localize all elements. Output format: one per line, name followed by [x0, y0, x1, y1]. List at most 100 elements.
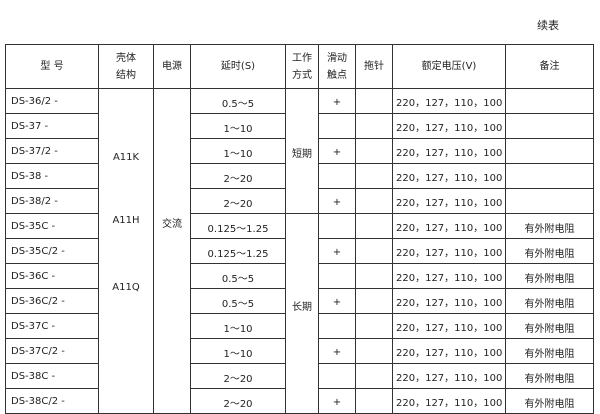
model-cell: DS-37 - — [5, 113, 99, 139]
remark-cell — [505, 188, 594, 214]
needle-cell — [355, 213, 393, 239]
mode-cell: 短期 — [285, 88, 319, 214]
remark-cell: 有外附电阻 — [505, 363, 594, 389]
needle-cell — [355, 338, 393, 364]
delay-cell: 2～20 — [190, 388, 286, 414]
voltage-cell: 220，127，110，100 — [392, 138, 506, 164]
model-cell: DS-36/2 - — [5, 88, 99, 114]
table-row: DS-35C - 0.125～1.25 长期 220，127，110，100 有外附… — [5, 213, 594, 414]
delay-cell: 2～20 — [190, 163, 286, 189]
voltage-cell: 220，127，110，100 — [392, 263, 506, 289]
slide-contact-cell — [318, 113, 356, 139]
table-row: DS-38 - 2～20 220，127，110，100 — [5, 163, 594, 189]
slide-contact-cell: + — [318, 388, 356, 414]
header-voltage: 额定电压(V) — [392, 44, 506, 89]
delay-cell: 1～10 — [190, 338, 286, 364]
table-row: DS-37C/2 - 1～10 + 220，127，110，100 有外附电阻 — [5, 338, 594, 364]
model-cell: DS-38 - — [5, 163, 99, 189]
voltage-cell: 220，127，110，100 — [392, 113, 506, 139]
housing-label: A11Q — [112, 282, 140, 293]
remark-cell — [505, 88, 594, 114]
housing-label: A11K — [112, 152, 140, 163]
needle-cell — [355, 88, 393, 114]
remark-cell: 有外附电阻 — [505, 263, 594, 289]
remark-cell — [505, 113, 594, 139]
slide-contact-cell: + — [318, 238, 356, 264]
header-row: 型 号 壳体 结构 电源 延时(S) 工作 方式 滑动 触点 拖针 额定电压(V) 备… — [5, 44, 594, 89]
remark-cell: 有外附电阻 — [505, 238, 594, 264]
remark-cell: 有外附电阻 — [505, 288, 594, 314]
model-cell: DS-36C/2 - — [5, 288, 99, 314]
power-label: 交流 — [162, 219, 182, 230]
housing-label: A11H — [112, 215, 140, 226]
delay-cell: 0.125～1.25 — [190, 238, 286, 264]
slide-contact-cell — [318, 213, 356, 239]
voltage-cell: 220，127，110，100 — [392, 388, 506, 414]
needle-cell — [355, 163, 393, 189]
header-remark: 备注 — [505, 44, 594, 89]
relay-spec-table: 型 号 壳体 结构 电源 延时(S) 工作 方式 滑动 触点 拖针 额定电压(V) 备… — [5, 44, 594, 414]
voltage-cell: 220，127，110，100 — [392, 238, 506, 264]
model-cell: DS-37/2 - — [5, 138, 99, 164]
power-cell: 交流 — [153, 88, 191, 414]
remark-cell: 有外附电阻 — [505, 313, 594, 339]
remark-cell: 有外附电阻 — [505, 388, 594, 414]
slide-contact-cell: + — [318, 188, 356, 214]
needle-cell — [355, 313, 393, 339]
model-cell: DS-38C - — [5, 363, 99, 389]
needle-cell — [355, 113, 393, 139]
delay-cell: 0.5～5 — [190, 288, 286, 314]
voltage-cell: 220，127，110，100 — [392, 338, 506, 364]
model-cell: DS-35C/2 - — [5, 238, 99, 264]
needle-cell — [355, 263, 393, 289]
slide-contact-cell: + — [318, 138, 356, 164]
header-model: 型 号 — [5, 44, 99, 89]
header-slide: 滑动 触点 — [318, 44, 356, 89]
table-row: DS-37 - 1～10 220，127，110，100 — [5, 113, 594, 139]
header-housing: 壳体 结构 — [98, 44, 154, 89]
slide-contact-cell: + — [318, 288, 356, 314]
table-row: DS-36/2 - A11K A11H A11Q 交流 0.5～5 短期 + 220，… — [5, 88, 594, 414]
needle-cell — [355, 363, 393, 389]
remark-cell — [505, 163, 594, 189]
slide-contact-cell: + — [318, 88, 356, 114]
remark-cell: 有外附电阻 — [505, 338, 594, 364]
voltage-cell: 220，127，110，100 — [392, 288, 506, 314]
delay-cell: 0.5～5 — [190, 263, 286, 289]
delay-cell: 2～20 — [190, 188, 286, 214]
header-power: 电源 — [153, 44, 191, 89]
slide-contact-cell: + — [318, 338, 356, 364]
delay-cell: 1～10 — [190, 138, 286, 164]
housing-cell: A11K A11H A11Q — [98, 88, 154, 414]
voltage-cell: 220，127，110，100 — [392, 363, 506, 389]
voltage-cell: 220，127，110，100 — [392, 313, 506, 339]
header-delay: 延时(S) — [190, 44, 286, 89]
table-row: DS-36C - 0.5～5 220，127，110，100 有外附电阻 — [5, 263, 594, 289]
delay-cell: 0.125～1.25 — [190, 213, 286, 239]
needle-cell — [355, 138, 393, 164]
delay-cell: 1～10 — [190, 313, 286, 339]
voltage-cell: 220，127，110，100 — [392, 213, 506, 239]
model-cell: DS-36C - — [5, 263, 99, 289]
model-cell: DS-38C/2 - — [5, 388, 99, 414]
remark-cell — [505, 138, 594, 164]
needle-cell — [355, 388, 393, 414]
model-cell: DS-37C - — [5, 313, 99, 339]
table-row: DS-38C - 2～20 220，127，110，100 有外附电阻 — [5, 363, 594, 389]
slide-contact-cell — [318, 363, 356, 389]
slide-contact-cell — [318, 313, 356, 339]
model-cell: DS-37C/2 - — [5, 338, 99, 364]
model-cell: DS-35C - — [5, 213, 99, 239]
table-row: DS-38/2 - 2～20 + 220，127，110，100 — [5, 188, 594, 214]
mode-cell: 长期 — [285, 213, 319, 414]
slide-contact-cell — [318, 263, 356, 289]
slide-contact-cell — [318, 163, 356, 189]
needle-cell — [355, 288, 393, 314]
voltage-cell: 220，127，110，100 — [392, 188, 506, 214]
voltage-cell: 220，127，110，100 — [392, 163, 506, 189]
header-needle: 拖针 — [355, 44, 393, 89]
model-cell: DS-38/2 - — [5, 188, 99, 214]
remark-cell: 有外附电阻 — [505, 213, 594, 239]
delay-cell: 2～20 — [190, 363, 286, 389]
header-mode: 工作 方式 — [285, 44, 319, 89]
